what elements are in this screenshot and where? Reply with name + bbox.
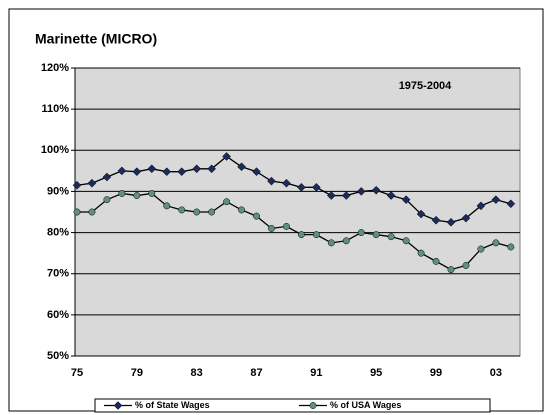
data-point xyxy=(252,167,261,177)
x-tick-label: 91 xyxy=(310,367,322,379)
data-point xyxy=(461,213,471,223)
data-point xyxy=(223,198,231,206)
data-point xyxy=(431,215,441,225)
data-point xyxy=(282,222,290,230)
data-point xyxy=(118,190,126,197)
legend-marker xyxy=(113,401,123,410)
data-point xyxy=(87,178,97,188)
data-point xyxy=(312,231,320,239)
data-point xyxy=(326,191,336,200)
y-tick-label: 120% xyxy=(41,62,69,74)
data-point xyxy=(462,262,470,269)
data-point xyxy=(492,239,500,247)
y-tick-label: 100% xyxy=(41,144,69,156)
data-point xyxy=(268,225,275,232)
legend-label: % of State Wages xyxy=(135,400,210,410)
data-point xyxy=(372,231,380,239)
data-point xyxy=(238,206,246,214)
x-tick-label: 87 xyxy=(250,367,262,379)
data-point xyxy=(327,239,335,247)
data-point xyxy=(341,191,351,200)
data-point xyxy=(356,187,366,196)
y-tick-label: 50% xyxy=(47,350,69,362)
y-tick-label: 110% xyxy=(41,103,69,115)
y-tick-label: 70% xyxy=(47,268,69,280)
data-point xyxy=(371,185,381,195)
data-point xyxy=(477,245,485,253)
data-point xyxy=(162,167,172,177)
x-tick-label: 75 xyxy=(71,367,83,379)
chart-title: Marinette (MICRO) xyxy=(35,31,157,47)
data-point xyxy=(207,164,216,174)
data-point xyxy=(222,152,231,161)
data-point xyxy=(147,164,157,174)
data-point xyxy=(401,195,411,205)
data-point xyxy=(402,237,410,245)
data-point xyxy=(117,166,127,176)
data-point xyxy=(386,191,396,200)
plot-area xyxy=(74,67,521,357)
data-point xyxy=(253,212,260,220)
data-point xyxy=(417,249,425,257)
x-tick-label: 79 xyxy=(131,367,143,379)
data-point xyxy=(72,180,82,190)
data-point xyxy=(267,176,276,186)
data-point xyxy=(446,217,456,227)
data-point xyxy=(297,231,305,239)
data-point xyxy=(387,233,395,241)
data-point xyxy=(432,257,440,265)
data-point xyxy=(297,182,306,192)
data-point xyxy=(88,208,96,216)
data-point xyxy=(416,209,426,219)
data-point xyxy=(193,208,201,216)
data-point xyxy=(208,208,216,216)
data-point xyxy=(73,208,81,216)
data-point xyxy=(507,243,515,251)
annotation: 1975-2004 xyxy=(399,80,452,92)
data-point xyxy=(342,237,350,245)
x-tick-label: 99 xyxy=(430,367,442,379)
legend-marker xyxy=(309,402,317,409)
y-tick-label: 90% xyxy=(47,185,69,197)
data-point xyxy=(133,192,141,199)
legend-label: % of USA Wages xyxy=(330,400,401,410)
data-point xyxy=(192,164,202,174)
data-point xyxy=(357,229,365,237)
data-point xyxy=(163,202,171,210)
data-point xyxy=(103,196,111,204)
data-point xyxy=(312,182,321,192)
data-point xyxy=(282,178,291,188)
data-point xyxy=(447,266,455,274)
data-point xyxy=(476,201,486,211)
data-point xyxy=(178,206,186,214)
data-point xyxy=(148,190,156,197)
legend-box xyxy=(94,398,491,413)
data-point xyxy=(491,195,501,205)
x-tick-label: 83 xyxy=(191,367,203,379)
x-tick-label: 95 xyxy=(370,367,382,379)
y-tick-label: 60% xyxy=(47,309,69,321)
data-point xyxy=(506,199,516,209)
data-point xyxy=(237,162,246,172)
x-tick-label: 03 xyxy=(490,367,502,379)
y-tick-label: 80% xyxy=(47,226,69,238)
data-point xyxy=(102,172,112,182)
data-point xyxy=(132,167,142,177)
data-point xyxy=(177,167,187,177)
